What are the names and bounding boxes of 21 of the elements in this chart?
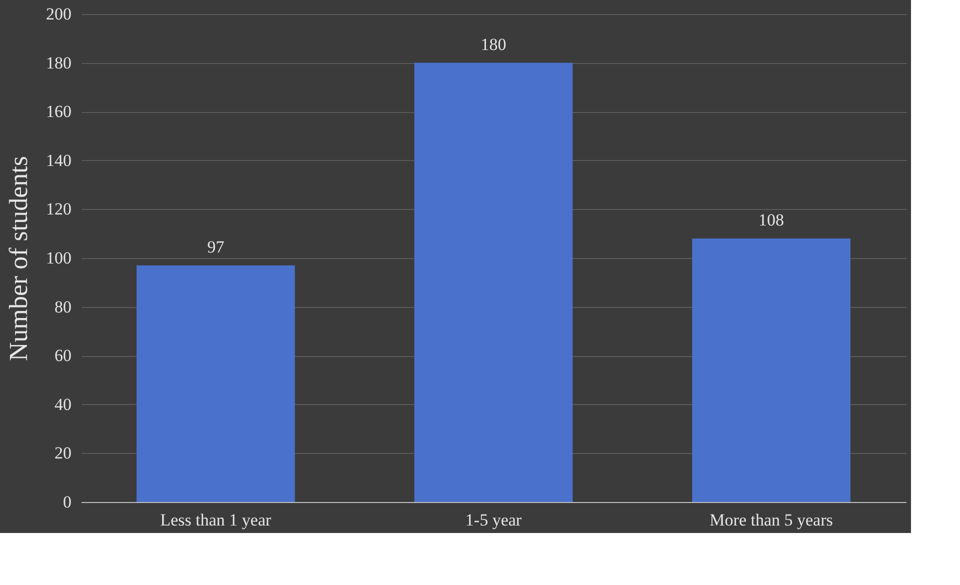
y-tick-label: 200 xyxy=(46,4,72,24)
y-tick-label: 180 xyxy=(46,53,72,72)
y-tick-label: 60 xyxy=(54,346,72,366)
bar xyxy=(692,238,850,502)
x-tick-label: Less than 1 year xyxy=(160,510,272,530)
bar xyxy=(136,265,295,502)
y-tick-label: 160 xyxy=(46,102,72,122)
y-tick-label: 100 xyxy=(46,248,72,268)
data-label: 97 xyxy=(207,237,225,256)
data-label: 108 xyxy=(758,210,784,230)
y-tick-label: 40 xyxy=(54,394,72,414)
bar xyxy=(414,62,573,502)
y-tick-label: 0 xyxy=(63,492,72,512)
data-label: 180 xyxy=(480,34,506,54)
y-axis-title: Number of students xyxy=(4,156,33,362)
y-tick-label: 140 xyxy=(46,150,72,170)
y-tick-label: 20 xyxy=(54,444,72,463)
x-tick-label: More than 5 years xyxy=(710,510,833,530)
x-tick-label: 1-5 year xyxy=(465,510,522,530)
y-tick-label: 120 xyxy=(46,200,72,219)
y-tick-label: 80 xyxy=(54,297,72,316)
